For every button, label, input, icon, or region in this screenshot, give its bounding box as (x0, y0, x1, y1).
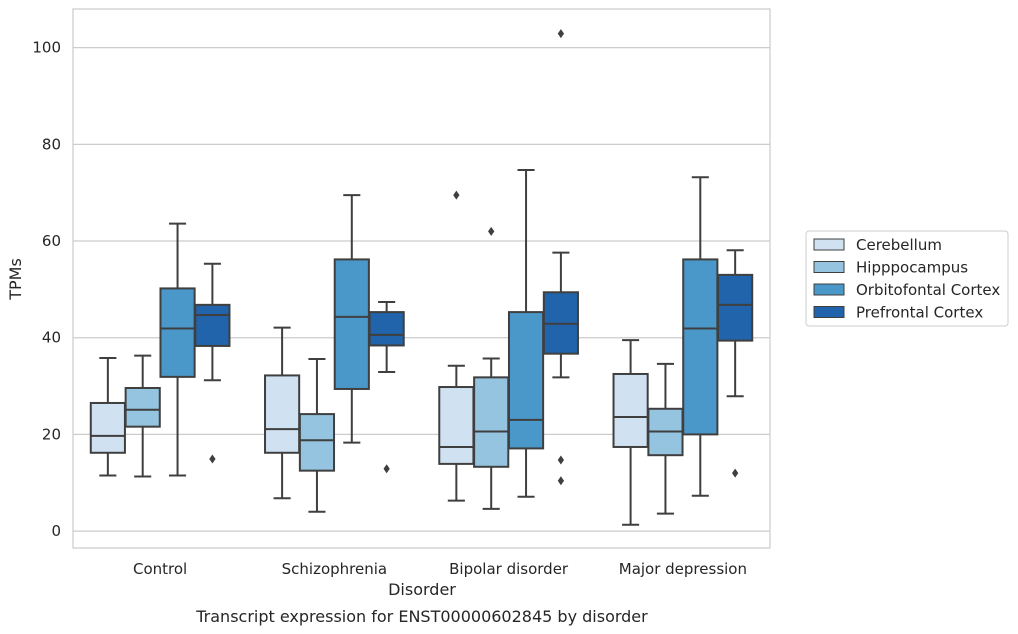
legend-label: Prefrontal Cortex (856, 304, 983, 322)
outlier-point (209, 454, 216, 464)
y-tick-labels: 0 20 40 60 80 100 (32, 39, 61, 540)
box-prefrontal-cortex (542, 29, 579, 486)
iqr-box (507, 311, 545, 450)
y-tick-label: 100 (32, 39, 61, 57)
iqr-box (298, 413, 336, 472)
legend: Cerebellum Hipppocampus Orbitofontal Corte… (805, 230, 1009, 327)
y-axis-label: TPMs (6, 258, 25, 301)
x-tick-label: Bipolar disorder (449, 560, 569, 578)
y-tick-label: 40 (42, 329, 61, 347)
iqr-box (124, 386, 161, 428)
y-tick-label: 0 (51, 522, 61, 540)
outlier-point (557, 29, 565, 39)
iqr-box (438, 386, 475, 465)
outlier-point (383, 464, 390, 474)
iqr-box (333, 258, 370, 390)
legend-swatch (813, 283, 845, 296)
plot-frame (72, 8, 771, 549)
iqr-box (264, 374, 301, 454)
legend-label: Cerebellum (856, 236, 942, 254)
box-orbitofontal-cortex (333, 194, 370, 444)
iqr-box (682, 258, 719, 436)
legend-swatch (813, 238, 845, 251)
iqr-box (159, 287, 196, 378)
box-plots (89, 29, 754, 526)
box-cerebellum (264, 326, 301, 500)
legend-frame (805, 230, 1009, 327)
box-prefrontal-cortex (194, 262, 231, 464)
box-hipppocampus (647, 362, 684, 515)
outlier-point (488, 226, 495, 236)
box-cerebellum (612, 339, 649, 526)
box-cerebellum (89, 357, 126, 477)
iqr-box (473, 376, 510, 468)
outlier-point (453, 190, 460, 200)
legend-swatch (813, 306, 845, 318)
box-orbitofontal-cortex (682, 176, 719, 497)
box-cerebellum (438, 190, 475, 502)
iqr-box (194, 303, 231, 347)
box-prefrontal-cortex (368, 300, 405, 474)
iqr-box (368, 311, 405, 347)
box-orbitofontal-cortex (159, 222, 196, 477)
y-tick-label: 60 (42, 232, 61, 250)
outlier-point (557, 476, 565, 486)
box-hipppocampus (124, 354, 161, 478)
x-axis-label: Disorder (388, 580, 456, 599)
legend-swatch (813, 261, 845, 273)
iqr-box (612, 372, 649, 448)
x-tick-label: Major depression (619, 560, 747, 578)
y-tick-label: 80 (42, 135, 61, 153)
x-tick-label: Control (133, 560, 187, 578)
y-tick-label: 20 (42, 425, 61, 443)
box-prefrontal-cortex (717, 249, 754, 478)
iqr-box (89, 401, 126, 454)
x-tick-label: Schizophrenia (282, 560, 387, 578)
x-tick-labels: Control Schizophrenia Bipolar disorder Majo… (133, 560, 747, 578)
outlier-point (557, 455, 565, 465)
box-hipppocampus (298, 357, 336, 513)
chart-caption: Transcript expression for ENST0000060284… (195, 607, 648, 626)
box-orbitofontal-cortex (507, 168, 545, 498)
legend-label: Hipppocampus (856, 259, 968, 277)
box-hipppocampus (473, 226, 510, 510)
iqr-box (717, 273, 754, 342)
outlier-point (732, 468, 739, 478)
legend-label: Orbitofontal Cortex (856, 281, 1000, 299)
